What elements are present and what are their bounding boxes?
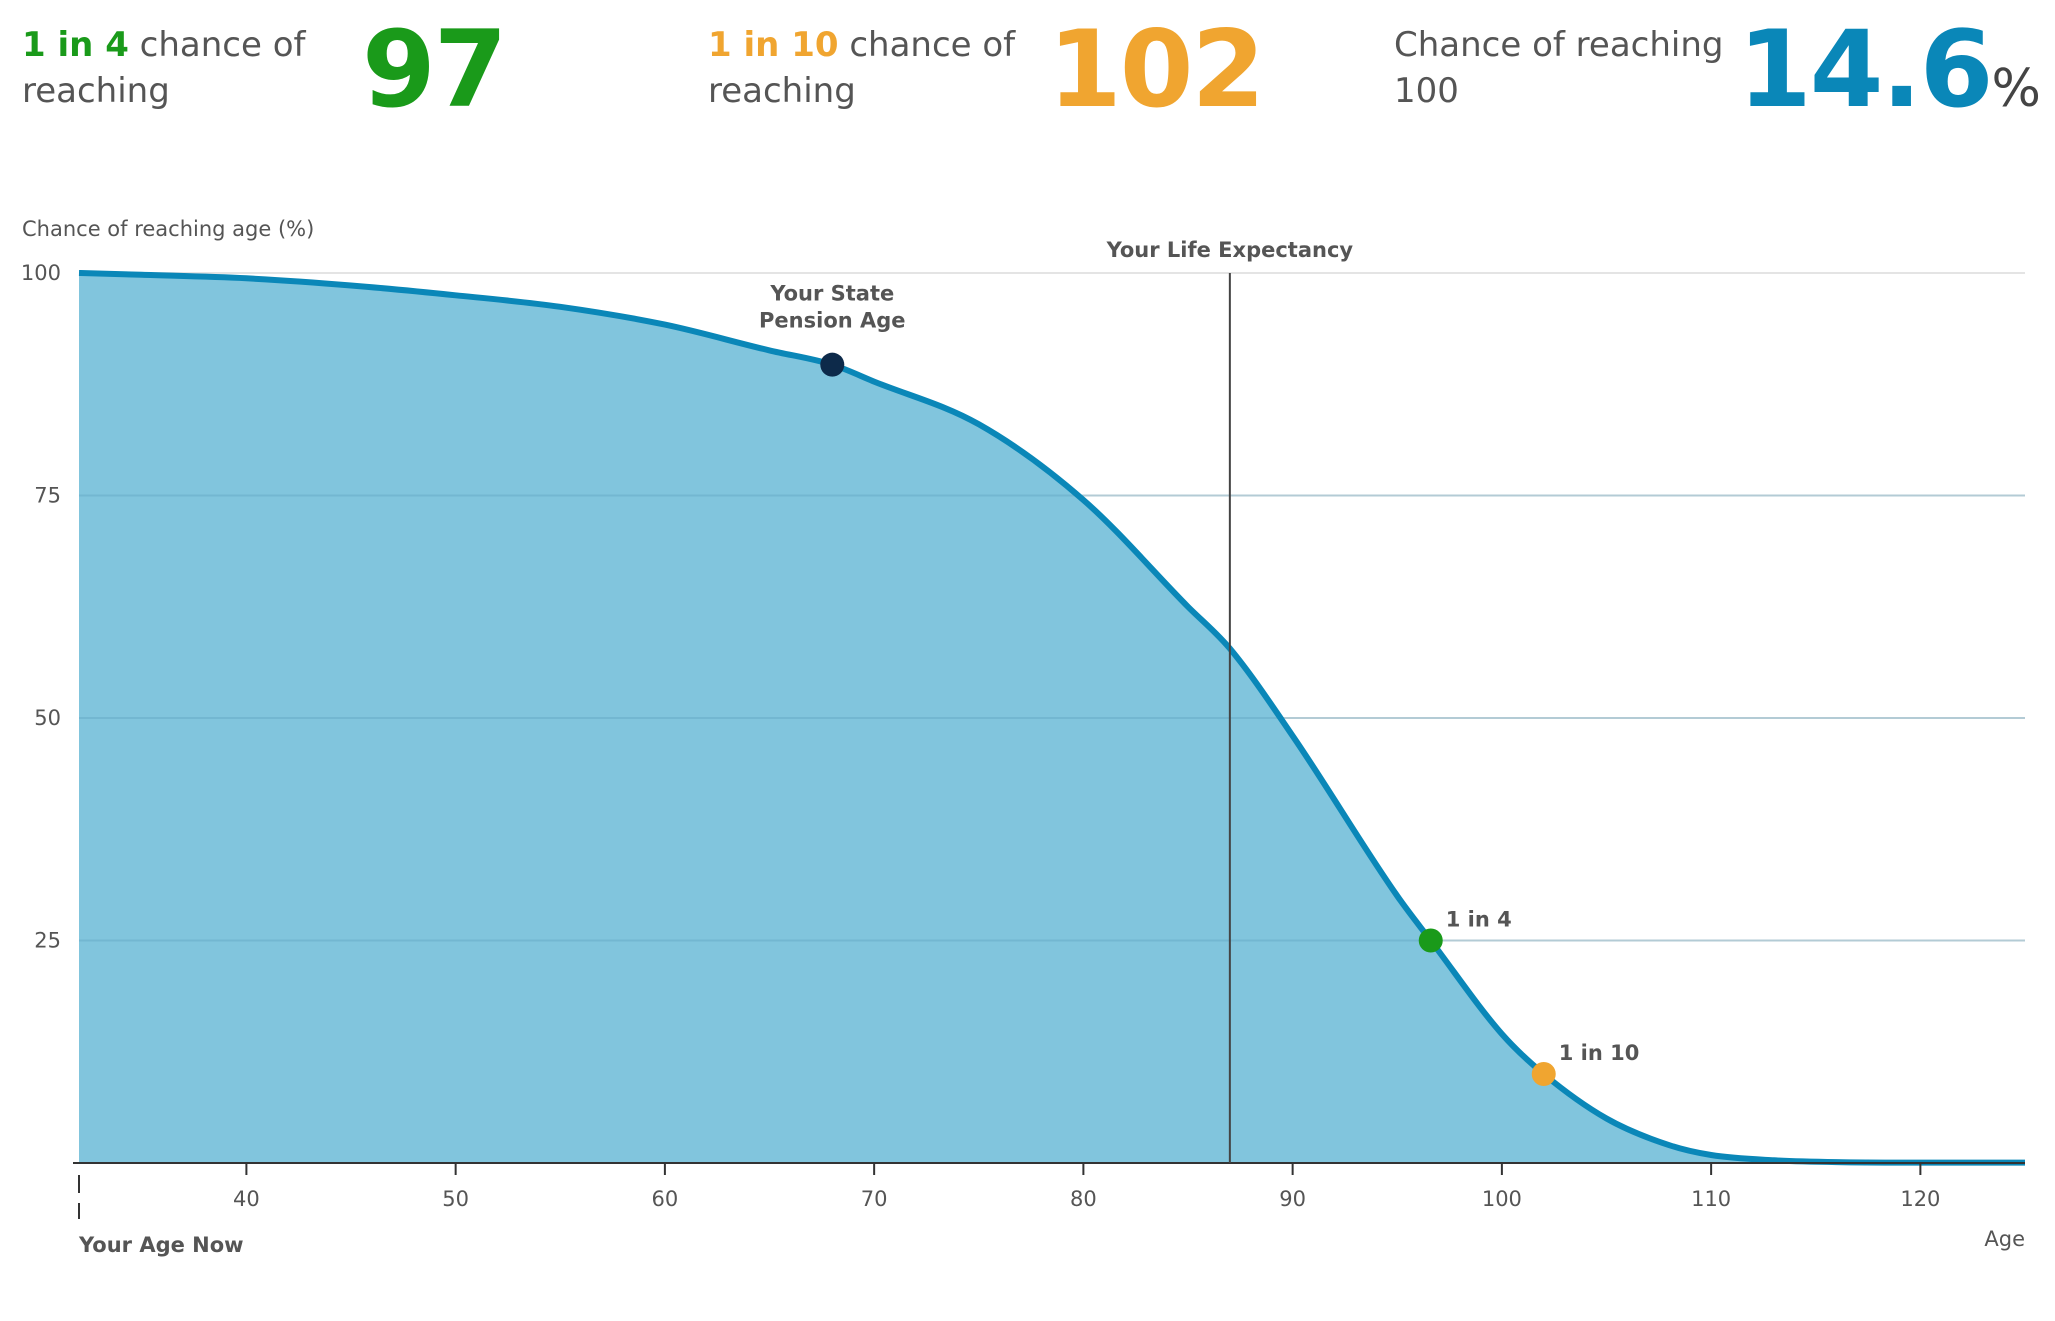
x-tick-label-40: 40 [233,1187,260,1211]
x-tick-label-110: 110 [1691,1187,1731,1211]
x-tick-label-90: 90 [1279,1187,1306,1211]
tenth-point [1531,1062,1556,1086]
tenth-point-label: 1 in 10 [1559,1041,1640,1065]
y-tick-label-50: 50 [34,706,61,730]
stat-tenth-label: 1 in 10 chance of reaching [708,22,1038,114]
y-axis-label: Chance of reaching age (%) [22,217,314,241]
stat-quarter-label: 1 in 4 chance of reaching [22,22,352,114]
stat-quarter-value: 97 [362,8,508,131]
survival-chart: 25 50 75 100 40 50 60 70 80 90 100 110 120 Age Chance … [21,217,2025,1257]
x-tick-label-50: 50 [442,1187,469,1211]
x-tick-label-120: 120 [1900,1187,1940,1211]
stat-tenth-text: chance of reaching [708,25,1016,111]
y-tick-label-25: 25 [34,929,61,953]
stat-hundred-label: Chance of reaching 100 [1394,25,1724,111]
x-tick-label-60: 60 [652,1187,679,1211]
state-pension-label-line1: Your State [769,282,894,306]
stat-quarter-text: chance of reaching [22,25,306,111]
x-axis-label: Age [1984,1227,2025,1251]
survival-area [79,273,2025,1163]
stat-tenth-highlight: 1 in 10 [708,25,839,65]
y-tick-label-100: 100 [21,261,61,285]
life-expectancy-label: Your Life Expectancy [1106,238,1354,262]
x-tick-label-80: 80 [1070,1187,1097,1211]
stat-hundred-value: 14.6% [1738,10,2041,149]
x-tick-label-100: 100 [1482,1187,1522,1211]
quarter-point-label: 1 in 4 [1446,908,1512,932]
stat-hundred-unit: % [1991,59,2041,119]
state-pension-label-line2: Pension Age [759,309,906,333]
y-tick-label-75: 75 [34,484,61,508]
stat-tenth-value: 102 [1048,8,1265,131]
x-tick-label-70: 70 [861,1187,888,1211]
stat-hundred-number: 14.6 [1738,8,1994,131]
age-now-label: Your Age Now [78,1233,244,1257]
quarter-point [1418,928,1443,953]
state-pension-point [820,352,845,377]
survival-curve [78,270,2025,1166]
stat-quarter-highlight: 1 in 4 [22,25,129,65]
